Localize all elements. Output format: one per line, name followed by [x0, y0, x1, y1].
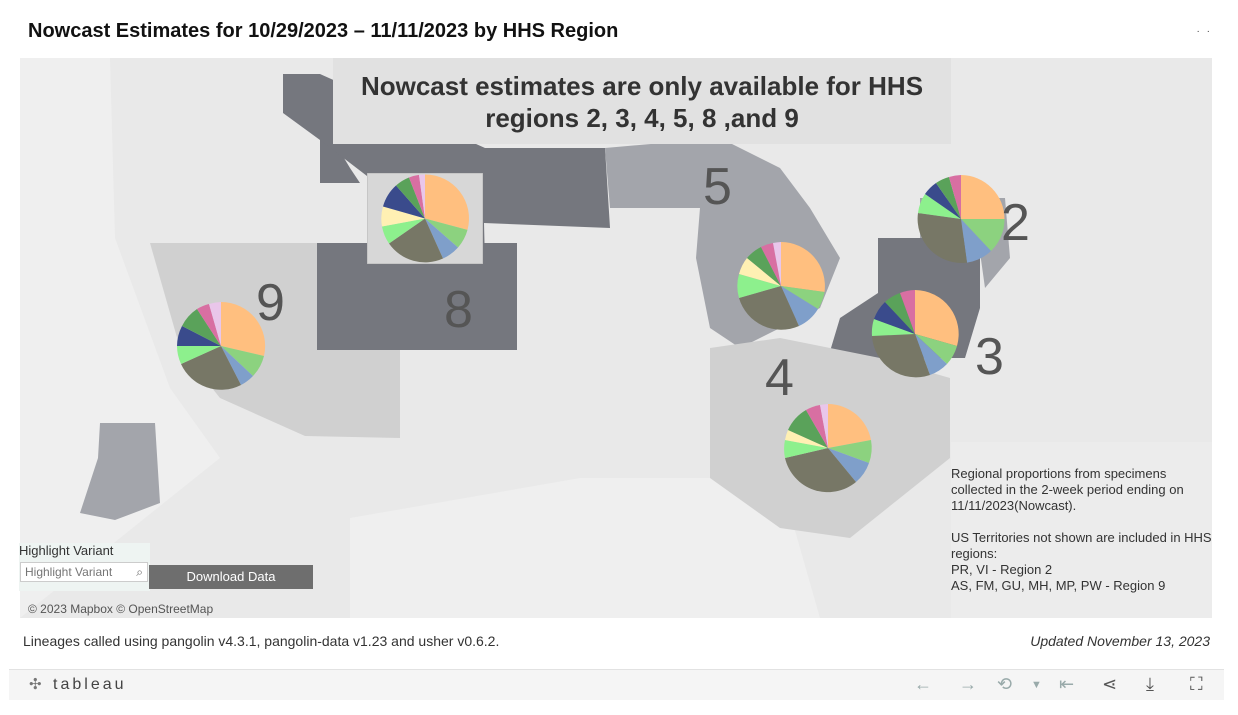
- info-panel: Regional proportions from specimens coll…: [951, 442, 1212, 618]
- highlight-variant-search[interactable]: ⌕: [20, 562, 148, 582]
- download-data-button[interactable]: Download Data: [149, 565, 313, 589]
- highlight-label: Highlight Variant: [19, 543, 114, 558]
- map-attribution[interactable]: © 2023 Mapbox © OpenStreetMap: [28, 602, 214, 616]
- tableau-logo-text: tableau: [53, 676, 127, 693]
- info-region-9-territories: AS, FM, GU, MH, MP, PW - Region 9: [951, 578, 1166, 593]
- pacific-ocean: [20, 58, 220, 618]
- pie-region-4[interactable]: [782, 402, 874, 494]
- updated-date: Updated November 13, 2023: [1030, 633, 1210, 649]
- region-label-9: 9: [256, 274, 285, 332]
- region-label-2: 2: [1001, 194, 1030, 252]
- pie-region-5[interactable]: [735, 240, 827, 332]
- map-canvas: [20, 58, 1212, 618]
- undo-icon[interactable]: ←: [914, 674, 932, 694]
- corner-mark: · ·: [1196, 26, 1212, 37]
- region-label-5: 5: [703, 158, 732, 216]
- region-8-south: [317, 243, 517, 350]
- region-9: [150, 243, 400, 438]
- banner-line-2: regions 2, 3, 4, 5, 8 ,and 9: [485, 103, 799, 133]
- gulf-water: [350, 478, 820, 618]
- banner-line-1: Nowcast estimates are only available for…: [360, 71, 924, 101]
- info-territories-note: US Territories not shown are included in…: [951, 530, 1212, 561]
- tableau-logo-icon: ✣: [29, 676, 42, 693]
- availability-banner: Nowcast estimates are only available for…: [333, 58, 951, 144]
- redo-icon[interactable]: →: [959, 674, 977, 694]
- pie-region-3[interactable]: [869, 288, 961, 380]
- alaska: [80, 423, 160, 520]
- revert-icon[interactable]: ⟲: [997, 674, 1013, 694]
- page-title: Nowcast Estimates for 10/29/2023 – 11/11…: [28, 20, 619, 42]
- region-label-3: 3: [975, 328, 1004, 386]
- share-icon[interactable]: ⋖: [1102, 674, 1118, 694]
- lineage-note: Lineages called using pangolin v4.3.1, p…: [23, 633, 500, 649]
- fullscreen-icon[interactable]: ⛶: [1190, 674, 1203, 694]
- highlight-variant-input[interactable]: [21, 563, 133, 581]
- tableau-logo[interactable]: ✣ tableau: [29, 675, 127, 694]
- region-label-8: 8: [444, 281, 473, 339]
- region-label-4: 4: [765, 349, 794, 407]
- info-region-2-territories: PR, VI - Region 2: [951, 562, 1053, 577]
- search-icon[interactable]: ⌕: [136, 565, 143, 579]
- hhs-region-map[interactable]: [20, 58, 1212, 618]
- pie-region-2[interactable]: [915, 173, 1007, 265]
- tableau-toolbar: ✣ tableau ← → ⟲ ▼ ⇤ ⋖ ⤓ ⛶: [9, 669, 1224, 700]
- pie-region-8[interactable]: [367, 173, 483, 264]
- pie-region-9[interactable]: [175, 300, 267, 392]
- revert-all-icon[interactable]: ⇤: [1059, 674, 1075, 694]
- info-specimens-note: Regional proportions from specimens coll…: [951, 466, 1184, 513]
- revert-dropdown-icon[interactable]: ▼: [1031, 679, 1042, 691]
- download-icon[interactable]: ⤓: [1146, 674, 1154, 694]
